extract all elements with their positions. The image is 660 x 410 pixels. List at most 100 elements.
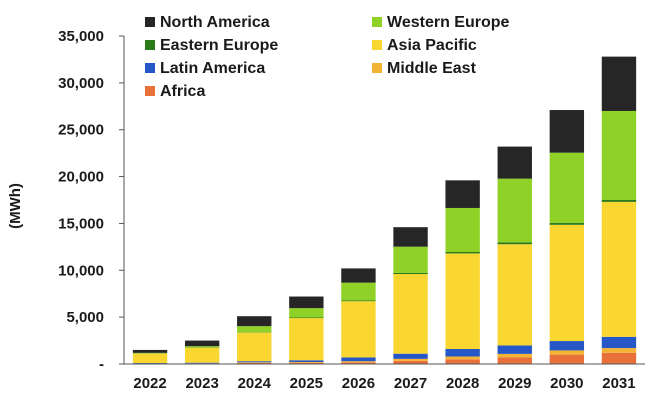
- bar-segment-latin-america-2026: [341, 357, 376, 362]
- bar-segment-latin-america-2031: [601, 336, 637, 349]
- bar-segment-latin-america-2025: [289, 360, 324, 363]
- bar-segment-western-europe-2025: [289, 308, 324, 318]
- bar-segment-asia-pacific-2031: [601, 201, 637, 337]
- bar-segment-asia-pacific-2027: [393, 274, 428, 354]
- y-axis: - 5,000 10,000 15,000 20,000 25,000 30,000 35,0…: [58, 28, 125, 373]
- bar-segment-north-america-2022: [132, 349, 168, 353]
- bar-segment-asia-pacific-2024: [237, 332, 272, 362]
- y-tick-label: 30,000: [58, 75, 104, 92]
- y-tick-label: 5,000: [66, 309, 104, 326]
- x-tick-label: 2027: [394, 375, 427, 392]
- bar-segment-latin-america-2023: [184, 362, 220, 364]
- legend-item-middle-east: Middle East: [372, 60, 477, 77]
- x-tick-label: 2024: [238, 375, 272, 392]
- x-tick-label: 2031: [602, 375, 635, 392]
- bar-segment-western-europe-2023: [184, 346, 220, 348]
- bars-group: [132, 56, 637, 364]
- bar-segment-middle-east-2028: [445, 356, 480, 360]
- bar-segment-latin-america-2024: [237, 361, 272, 363]
- y-tick-label: 25,000: [58, 122, 104, 139]
- legend-item-africa: Africa: [145, 83, 205, 100]
- bar-segment-north-america-2028: [445, 180, 480, 208]
- y-axis-label: (MWh): [7, 183, 24, 229]
- y-tick-label: 10,000: [58, 262, 104, 279]
- bar-segment-middle-east-2031: [601, 348, 637, 353]
- bar-segment-latin-america-2030: [549, 341, 585, 351]
- bar-segment-north-america-2025: [289, 296, 324, 309]
- bar-segment-africa-2026: [341, 362, 376, 364]
- bar-segment-latin-america-2028: [445, 349, 480, 357]
- x-axis: 2022 2023 2024 2025 2026 2027 2028 2029 2030 2031: [124, 363, 645, 392]
- legend-label: North America: [160, 14, 270, 31]
- legend-label: Asia Pacific: [387, 37, 477, 54]
- bar-segment-north-america-2029: [497, 146, 532, 179]
- bar-segment-africa-2030: [549, 354, 585, 364]
- bar-segment-eastern-europe-2031: [601, 200, 637, 202]
- bar-segment-western-europe-2024: [237, 326, 272, 333]
- bar-segment-north-america-2031: [601, 56, 637, 111]
- legend-label: Latin America: [160, 60, 265, 77]
- bar-segment-eastern-europe-2027: [393, 272, 428, 275]
- bar-segment-latin-america-2027: [393, 353, 428, 359]
- bar-segment-western-europe-2030: [549, 152, 585, 223]
- legend-swatch: [145, 86, 155, 96]
- bar-segment-middle-east-2029: [497, 353, 532, 358]
- bar-segment-africa-2027: [393, 360, 428, 364]
- legend-item-latin-america: Latin America: [145, 60, 265, 77]
- x-tick-label: 2030: [550, 375, 583, 392]
- y-tick-label: 15,000: [58, 215, 104, 232]
- bar-segment-eastern-europe-2025: [289, 317, 324, 319]
- y-tick-label: 20,000: [58, 169, 104, 186]
- legend-swatch: [145, 17, 155, 27]
- x-tick-label: 2028: [446, 375, 479, 392]
- legend-swatch: [372, 17, 382, 27]
- x-tick-label: 2029: [498, 375, 531, 392]
- chart-legend: North America Western Europe Eastern Europ…: [145, 14, 510, 100]
- bar-segment-middle-east-2025: [289, 362, 324, 363]
- bar-segment-asia-pacific-2023: [184, 347, 220, 363]
- bar-segment-asia-pacific-2022: [132, 353, 168, 364]
- x-tick-label: 2026: [342, 375, 375, 392]
- legend-label: Middle East: [387, 60, 477, 77]
- legend-label: Africa: [160, 83, 205, 100]
- bar-segment-africa-2025: [289, 362, 324, 364]
- bar-segment-north-america-2024: [237, 316, 272, 327]
- bar-segment-north-america-2027: [393, 227, 428, 247]
- bar-segment-north-america-2026: [341, 268, 376, 283]
- bar-segment-western-europe-2022: [132, 352, 168, 354]
- bar-segment-eastern-europe-2028: [445, 252, 480, 254]
- bar-segment-eastern-europe-2029: [497, 242, 532, 245]
- bar-segment-asia-pacific-2026: [341, 301, 376, 358]
- bar-segment-middle-east-2030: [549, 350, 585, 355]
- bar-segment-asia-pacific-2029: [497, 244, 532, 346]
- bar-segment-north-america-2023: [184, 340, 220, 347]
- bar-segment-asia-pacific-2030: [549, 224, 585, 342]
- y-tick-label: -: [99, 356, 104, 373]
- y-tick-label: 35,000: [58, 28, 104, 45]
- legend-item-north-america: North America: [145, 14, 270, 31]
- x-tick-label: 2023: [185, 375, 218, 392]
- bar-segment-western-europe-2026: [341, 282, 376, 301]
- bar-segment-eastern-europe-2030: [549, 222, 585, 225]
- bar-segment-africa-2028: [445, 359, 480, 364]
- bar-segment-africa-2029: [497, 357, 532, 364]
- x-tick-label: 2025: [290, 375, 323, 392]
- bar-segment-north-america-2030: [549, 110, 585, 153]
- legend-swatch: [372, 63, 382, 73]
- bar-segment-western-europe-2029: [497, 178, 532, 243]
- legend-item-asia-pacific: Asia Pacific: [372, 37, 477, 54]
- bar-segment-asia-pacific-2025: [289, 318, 324, 361]
- bar-segment-middle-east-2024: [237, 362, 272, 363]
- x-tick-label: 2022: [133, 375, 166, 392]
- legend-swatch: [372, 40, 382, 50]
- bar-segment-western-europe-2027: [393, 246, 428, 273]
- bar-segment-africa-2031: [601, 352, 637, 364]
- legend-item-western-europe: Western Europe: [372, 14, 510, 31]
- bar-segment-middle-east-2027: [393, 358, 428, 361]
- legend-swatch: [145, 40, 155, 50]
- bar-segment-eastern-europe-2026: [341, 300, 376, 302]
- bar-segment-western-europe-2028: [445, 207, 480, 253]
- bar-segment-africa-2024: [237, 362, 272, 364]
- bar-segment-middle-east-2026: [341, 361, 376, 363]
